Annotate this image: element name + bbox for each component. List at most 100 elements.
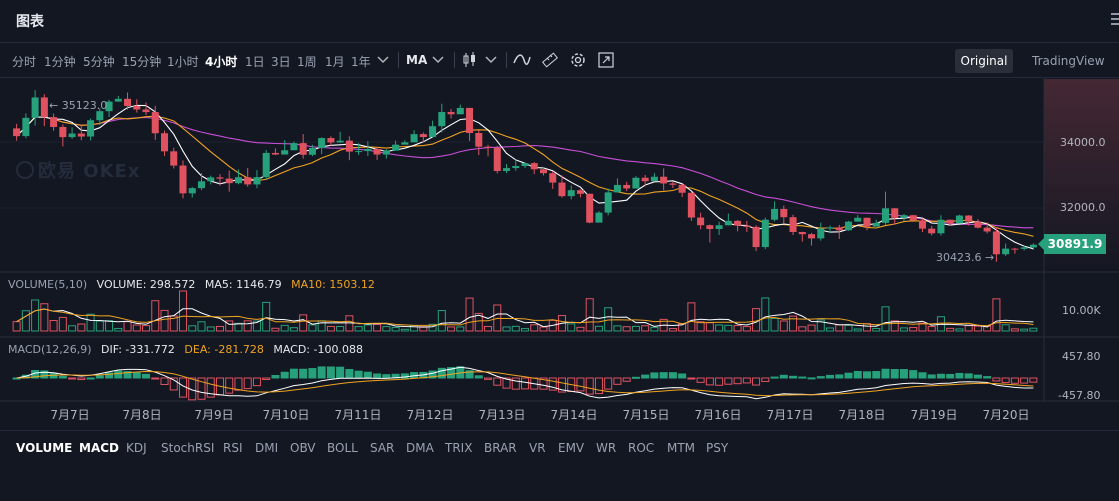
- candlestick-type-icon[interactable]: [462, 51, 478, 69]
- macd-hist-value: MACD: -100.088: [273, 343, 363, 356]
- macd-hist-bar: [881, 368, 890, 379]
- macd-hist-bar: [890, 369, 899, 379]
- indicator-dma-tab[interactable]: DMA: [406, 441, 434, 455]
- tf-fenshi[interactable]: 分时: [12, 55, 37, 69]
- volume-bar: [946, 327, 955, 332]
- ma30-line: [16, 116, 1034, 229]
- volume-bar: [835, 324, 844, 332]
- candle-body: [50, 117, 58, 127]
- volume-bar: [576, 326, 585, 332]
- fullscreen-icon[interactable]: [597, 51, 615, 69]
- tf-1month[interactable]: 1月: [325, 55, 345, 69]
- macd-hist-bar: [151, 377, 160, 380]
- candle-body: [623, 184, 631, 189]
- macd-hist-bar: [992, 377, 1001, 382]
- tf-1year[interactable]: 1年: [351, 55, 371, 69]
- indicator-rsi-tab[interactable]: RSI: [223, 441, 243, 455]
- indicator-emv-tab[interactable]: EMV: [558, 441, 585, 455]
- volume-bar: [641, 325, 650, 332]
- volume-bar: [909, 326, 918, 332]
- high-price-annotation: ← 35123.0: [49, 99, 108, 112]
- candle-body: [456, 107, 464, 115]
- indicator-roc-tab[interactable]: ROC: [628, 441, 655, 455]
- volume-bar: [160, 309, 169, 332]
- macd-hist-bar: [918, 372, 927, 379]
- tf-1min[interactable]: 1分钟: [44, 55, 76, 69]
- tf-1hour[interactable]: 1小时: [167, 55, 199, 69]
- view-original-button[interactable]: Original: [955, 49, 1013, 73]
- volume-bar: [206, 326, 215, 332]
- candle-body: [900, 215, 908, 218]
- indicator-volume-tab[interactable]: VOLUME: [16, 441, 73, 455]
- candle-body: [151, 112, 159, 134]
- volume-bar: [511, 325, 520, 332]
- ma10-line: [16, 115, 1034, 237]
- candle-body: [438, 111, 446, 127]
- macd-hist-bar: [826, 374, 835, 379]
- candle-body: [31, 97, 39, 118]
- indicator-psy-tab[interactable]: PSY: [706, 441, 729, 455]
- macd-axis-bottom: -457.80: [1058, 389, 1101, 402]
- last-price-tag: 30891.9: [1038, 234, 1106, 254]
- ruler-icon[interactable]: [541, 51, 559, 69]
- volume-indicator-name: VOLUME(5,10): [8, 278, 88, 291]
- volume-bar: [594, 325, 603, 332]
- volume-bar: [650, 326, 659, 332]
- settings-gear-icon[interactable]: [569, 51, 587, 69]
- indicator-kdj-tab[interactable]: KDJ: [126, 441, 147, 455]
- candle-body: [798, 232, 806, 235]
- indicator-brar-tab[interactable]: BRAR: [484, 441, 517, 455]
- volume-bar: [567, 323, 576, 332]
- indicator-obv-tab[interactable]: OBV: [290, 441, 316, 455]
- tf-1week[interactable]: 1周: [297, 55, 317, 69]
- macd-hist-bar: [1001, 377, 1010, 384]
- volume-bar: [262, 301, 271, 332]
- candle-body: [558, 182, 566, 197]
- chart-type-chevron-down-icon[interactable]: [484, 51, 498, 69]
- candle-body: [466, 107, 474, 134]
- macd-hist-bar: [613, 377, 622, 385]
- macd-hist-bar: [345, 368, 354, 379]
- candle-body: [410, 134, 418, 143]
- candle-body: [133, 105, 141, 110]
- indicator-wr-tab[interactable]: WR: [596, 441, 617, 455]
- volume-bar: [308, 324, 317, 332]
- candle-body: [234, 177, 242, 184]
- timeframe-chevron-down-icon[interactable]: [376, 51, 390, 69]
- volume-bar: [21, 310, 30, 332]
- volume-bar: [271, 327, 280, 332]
- volume-bar: [844, 324, 853, 332]
- tf-1day[interactable]: 1日: [245, 55, 265, 69]
- indicator-selector-button[interactable]: MA: [406, 53, 428, 67]
- macd-hist-bar: [622, 377, 631, 382]
- menu-icon[interactable]: [1111, 13, 1119, 25]
- indicator-macd-tab[interactable]: MACD: [79, 441, 119, 455]
- volume-bar: [973, 325, 982, 332]
- volume-bar: [1020, 328, 1029, 332]
- volume-bar: [1010, 328, 1019, 332]
- macd-hist-bar: [206, 377, 215, 398]
- view-tradingview-button[interactable]: TradingView: [1032, 54, 1105, 68]
- macd-hist-bar: [326, 366, 335, 379]
- volume-bar: [197, 321, 206, 332]
- volume-bar: [132, 324, 141, 332]
- tf-5min[interactable]: 5分钟: [83, 55, 115, 69]
- tf-3day[interactable]: 3日: [271, 55, 291, 69]
- indicator-vr-tab[interactable]: VR: [529, 441, 546, 455]
- volume-bar: [1029, 327, 1038, 332]
- tf-15min[interactable]: 15分钟: [122, 55, 162, 69]
- indicator-boll-tab[interactable]: BOLL: [327, 441, 358, 455]
- candle-body: [262, 152, 270, 178]
- volume-pane-legend: VOLUME(5,10) VOLUME: 298.572 MA5: 1146.7…: [8, 278, 381, 291]
- indicator-trix-tab[interactable]: TRIX: [445, 441, 473, 455]
- macd-hist-bar: [271, 375, 280, 379]
- indicator-stochrsi-tab[interactable]: StochRSI: [161, 441, 215, 455]
- trend-line-icon[interactable]: [513, 51, 531, 69]
- indicator-chevron-down-icon[interactable]: [431, 51, 445, 69]
- indicator-dmi-tab[interactable]: DMI: [255, 441, 279, 455]
- price-chart-canvas[interactable]: [0, 0, 1119, 430]
- volume-bar: [724, 324, 733, 332]
- indicator-sar-tab[interactable]: SAR: [370, 441, 395, 455]
- tf-4hour[interactable]: 4小时: [205, 55, 238, 69]
- indicator-mtm-tab[interactable]: MTM: [667, 441, 696, 455]
